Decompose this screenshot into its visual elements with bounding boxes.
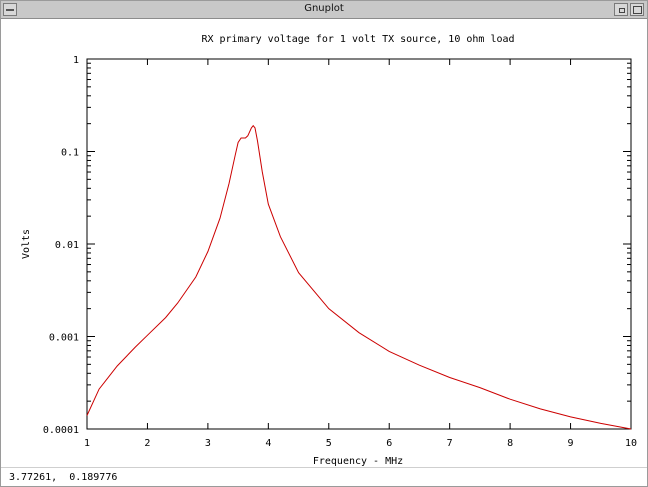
minimize-button[interactable]	[614, 3, 628, 16]
y-tick-label: 0.001	[49, 333, 79, 344]
plot-canvas[interactable]: RX primary voltage for 1 volt TX source,…	[1, 19, 647, 467]
cursor-coordinates: 3.77261, 0.189776	[9, 472, 118, 483]
plot-frame	[86, 58, 632, 430]
x-tick-label: 2	[144, 438, 150, 449]
x-tick-label: 9	[568, 438, 574, 449]
x-axis: 1 2 3 4 5 6 7 8 9 10	[84, 59, 637, 449]
x-tick-label: 3	[205, 438, 211, 449]
x-tick-label: 10	[625, 438, 637, 449]
y-tick-label: 1	[73, 55, 79, 66]
x-axis-label: Frequency - MHz	[313, 456, 403, 467]
x-tick-label: 7	[447, 438, 453, 449]
window-menu-button[interactable]	[3, 3, 17, 16]
x-tick-label: 1	[84, 438, 90, 449]
y-tick-label: 0.0001	[43, 425, 79, 436]
y-tick-label: 0.1	[61, 148, 79, 159]
y-tick-label: 0.01	[55, 240, 79, 251]
series-line	[86, 124, 632, 430]
x-tick-label: 5	[326, 438, 332, 449]
title-bar[interactable]: Gnuplot	[1, 1, 647, 19]
y-axis: 0.0001 0.001 0.01 0.1 1	[43, 55, 631, 436]
x-tick-label: 4	[265, 438, 271, 449]
window-title: Gnuplot	[304, 3, 344, 14]
y-axis-label: Volts	[21, 229, 32, 259]
status-bar: 3.77261, 0.189776	[1, 467, 647, 486]
x-tick-label: 8	[507, 438, 513, 449]
chart-title: RX primary voltage for 1 volt TX source,…	[201, 34, 514, 45]
maximize-button[interactable]	[630, 3, 644, 16]
x-tick-label: 6	[386, 438, 392, 449]
